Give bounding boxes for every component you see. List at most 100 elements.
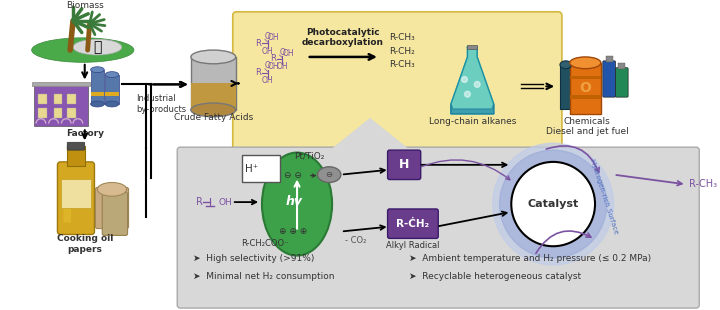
Text: H⁺: H⁺ bbox=[246, 164, 258, 174]
Text: OH: OH bbox=[268, 62, 279, 71]
FancyBboxPatch shape bbox=[67, 142, 85, 150]
Text: H: H bbox=[399, 158, 410, 171]
FancyBboxPatch shape bbox=[191, 57, 235, 110]
Ellipse shape bbox=[97, 183, 127, 196]
FancyBboxPatch shape bbox=[467, 45, 477, 49]
Text: R: R bbox=[196, 197, 202, 207]
Text: ⊖: ⊖ bbox=[325, 170, 333, 179]
Text: R: R bbox=[270, 54, 276, 63]
Text: OH: OH bbox=[276, 62, 288, 71]
Circle shape bbox=[492, 143, 613, 265]
Text: Hydrogen-rich Surface: Hydrogen-rich Surface bbox=[589, 158, 618, 234]
FancyBboxPatch shape bbox=[603, 61, 616, 97]
Text: O: O bbox=[265, 61, 271, 70]
Text: Industrial
by-products: Industrial by-products bbox=[136, 94, 186, 114]
Text: OH: OH bbox=[262, 46, 274, 55]
Text: O: O bbox=[580, 81, 591, 95]
Text: Catalyst: Catalyst bbox=[528, 199, 579, 209]
Text: Chemicals
Diesel and jet fuel: Chemicals Diesel and jet fuel bbox=[546, 117, 629, 136]
Text: Pt/TiO₂: Pt/TiO₂ bbox=[294, 151, 325, 160]
Text: OH: OH bbox=[268, 33, 279, 42]
Ellipse shape bbox=[570, 57, 601, 69]
FancyBboxPatch shape bbox=[387, 209, 438, 238]
Text: R-CH₂: R-CH₂ bbox=[390, 46, 415, 55]
Text: hv: hv bbox=[286, 195, 302, 208]
Text: OH: OH bbox=[282, 48, 294, 57]
Ellipse shape bbox=[91, 67, 104, 73]
Ellipse shape bbox=[105, 101, 119, 107]
FancyBboxPatch shape bbox=[616, 68, 628, 97]
FancyBboxPatch shape bbox=[570, 63, 601, 114]
Ellipse shape bbox=[318, 167, 341, 183]
Text: ➤  High selectivity (>91%): ➤ High selectivity (>91%) bbox=[193, 255, 314, 264]
FancyBboxPatch shape bbox=[570, 95, 601, 99]
Text: Biomass: Biomass bbox=[66, 1, 104, 10]
FancyBboxPatch shape bbox=[618, 63, 625, 69]
Polygon shape bbox=[331, 119, 409, 150]
Text: 🌿: 🌿 bbox=[93, 40, 102, 54]
Text: R: R bbox=[255, 39, 261, 48]
Text: ⊕ ⊕ ⊕: ⊕ ⊕ ⊕ bbox=[279, 227, 307, 236]
FancyBboxPatch shape bbox=[32, 82, 89, 86]
Ellipse shape bbox=[73, 39, 122, 55]
FancyBboxPatch shape bbox=[102, 192, 127, 236]
Text: OH: OH bbox=[218, 197, 232, 206]
Circle shape bbox=[511, 162, 595, 246]
FancyBboxPatch shape bbox=[67, 108, 76, 118]
Text: Crude Fatty Acids: Crude Fatty Acids bbox=[174, 113, 253, 122]
Ellipse shape bbox=[560, 61, 572, 69]
FancyBboxPatch shape bbox=[61, 179, 91, 208]
Text: ⊖ ⊖: ⊖ ⊖ bbox=[284, 171, 302, 180]
FancyBboxPatch shape bbox=[191, 83, 235, 110]
FancyBboxPatch shape bbox=[606, 56, 613, 62]
Text: O: O bbox=[265, 32, 271, 41]
FancyBboxPatch shape bbox=[91, 70, 104, 104]
Ellipse shape bbox=[91, 101, 104, 107]
FancyBboxPatch shape bbox=[58, 162, 94, 234]
Text: R: R bbox=[255, 68, 261, 77]
Ellipse shape bbox=[191, 103, 235, 117]
FancyBboxPatch shape bbox=[570, 76, 601, 79]
FancyBboxPatch shape bbox=[233, 12, 562, 152]
FancyBboxPatch shape bbox=[91, 92, 104, 96]
Circle shape bbox=[464, 91, 470, 97]
Text: R-CH₃: R-CH₃ bbox=[690, 179, 718, 189]
Text: O: O bbox=[279, 47, 285, 56]
Text: Cooking oil
papers: Cooking oil papers bbox=[57, 234, 113, 254]
FancyBboxPatch shape bbox=[241, 155, 281, 183]
Text: Alkyl Radical: Alkyl Radical bbox=[386, 241, 440, 250]
Text: R-CH₃: R-CH₃ bbox=[390, 33, 415, 42]
FancyBboxPatch shape bbox=[96, 187, 129, 228]
Text: ➤  Minimal net H₂ consumption: ➤ Minimal net H₂ consumption bbox=[193, 272, 334, 281]
Text: ➤  Ambient temperature and H₂ pressure (≤ 0.2 MPa): ➤ Ambient temperature and H₂ pressure (≤… bbox=[409, 255, 651, 264]
FancyBboxPatch shape bbox=[34, 84, 88, 126]
Ellipse shape bbox=[191, 50, 235, 64]
Ellipse shape bbox=[105, 72, 119, 78]
Ellipse shape bbox=[262, 153, 332, 255]
FancyBboxPatch shape bbox=[63, 186, 71, 223]
Text: ➤  Recyclable heterogeneous catalyst: ➤ Recyclable heterogeneous catalyst bbox=[409, 272, 581, 281]
FancyBboxPatch shape bbox=[38, 108, 47, 118]
FancyBboxPatch shape bbox=[38, 94, 47, 104]
Polygon shape bbox=[451, 104, 494, 114]
Circle shape bbox=[474, 82, 480, 87]
Circle shape bbox=[500, 150, 607, 258]
Text: Photocatalytic
decarboxylation: Photocatalytic decarboxylation bbox=[302, 28, 384, 47]
FancyBboxPatch shape bbox=[105, 75, 119, 104]
Ellipse shape bbox=[32, 38, 134, 62]
Text: R-ĊH₂: R-ĊH₂ bbox=[396, 219, 429, 229]
FancyBboxPatch shape bbox=[53, 108, 63, 118]
Polygon shape bbox=[451, 47, 494, 114]
Text: Long-chain alkanes: Long-chain alkanes bbox=[428, 117, 516, 126]
FancyBboxPatch shape bbox=[67, 94, 76, 104]
FancyBboxPatch shape bbox=[105, 92, 119, 96]
Text: R-CH₂COO⁻: R-CH₂COO⁻ bbox=[241, 239, 289, 248]
FancyBboxPatch shape bbox=[67, 146, 85, 166]
Text: OH: OH bbox=[262, 76, 274, 85]
FancyBboxPatch shape bbox=[560, 65, 572, 109]
FancyBboxPatch shape bbox=[177, 147, 699, 308]
FancyBboxPatch shape bbox=[53, 94, 63, 104]
Text: Factory: Factory bbox=[66, 129, 104, 138]
Circle shape bbox=[462, 77, 467, 82]
FancyBboxPatch shape bbox=[387, 150, 420, 179]
